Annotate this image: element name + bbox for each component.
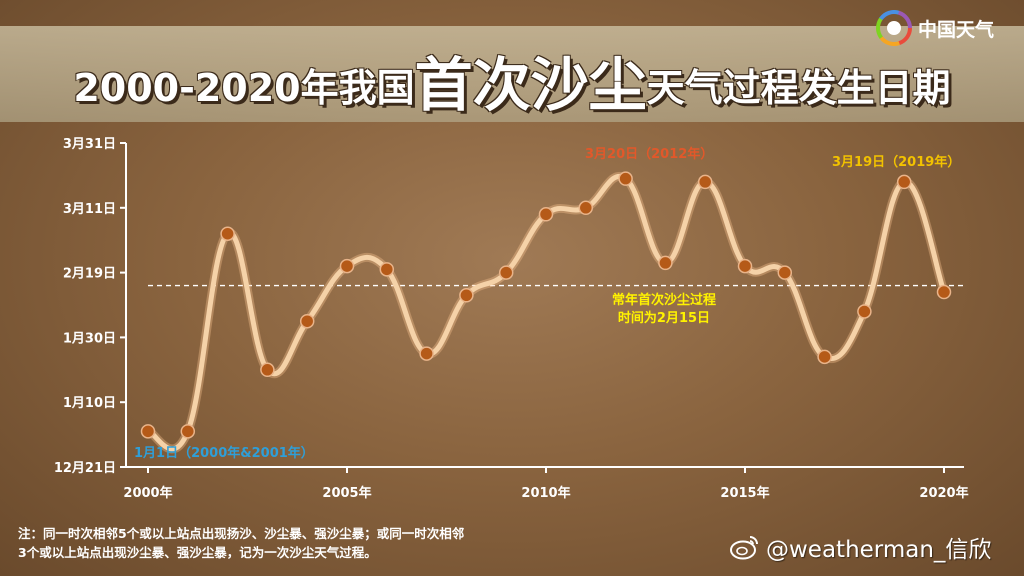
logo-text: 中国天气: [918, 18, 995, 41]
x-tick-label: 2020年: [919, 485, 968, 501]
data-point: [658, 255, 673, 271]
data-point: [777, 265, 793, 280]
footnote-line-2: 3个或以上站点出现沙尘暴、强沙尘暴，记为一次沙尘天气过程。: [18, 545, 377, 560]
y-tick-label: 2月19日: [63, 267, 116, 282]
y-tick-label: 3月11日: [63, 202, 116, 217]
data-point: [260, 362, 275, 378]
data-point: [697, 174, 713, 190]
data-point: [896, 174, 912, 190]
data-point: [498, 265, 514, 280]
data-point: [737, 258, 753, 274]
annotation-normal-line1: 常年首次沙尘过程: [612, 292, 716, 308]
data-point: [538, 207, 554, 222]
ticks: 12月21日 1月10日 1月30日 2月19日 3月11日 3月31日 2000年 2005…: [54, 137, 969, 501]
logo: 中国天气: [876, 10, 994, 46]
data-point: [817, 349, 832, 365]
annotation-normal-line2: 时间为2月15日: [618, 310, 710, 326]
x-tick-label: 2010年: [521, 485, 570, 501]
annotation-max-2012: 3月20日（2012年）: [585, 146, 713, 162]
data-point: [618, 171, 633, 186]
y-tick-label: 3月31日: [63, 137, 116, 152]
footnote-line-1: 注：同一时次相邻5个或以上站点出现扬沙、沙尘暴、强沙尘暴；或同一时次相邻: [18, 526, 465, 541]
y-tick-label: 1月10日: [63, 396, 116, 411]
data-point: [379, 262, 395, 277]
title-part-2: 首次沙尘: [414, 51, 647, 119]
x-tick-label: 2005年: [322, 485, 371, 501]
title-part-1: 2000-2020年我国: [73, 66, 415, 110]
china-weather-swirl-icon: [876, 10, 912, 46]
data-point: [419, 346, 434, 361]
annotation-min: 1月1日（2000年&2001年）: [134, 445, 314, 461]
data-point: [339, 258, 355, 274]
data-point: [140, 424, 156, 439]
title-part-3: 天气过程发生日期: [646, 66, 951, 110]
data-point: [180, 424, 196, 439]
markers: [140, 171, 952, 439]
data-point: [936, 284, 952, 300]
annotation-max-2019: 3月19日（2019年）: [832, 154, 960, 170]
x-tick-label: 2000年: [123, 485, 172, 501]
data-point: [459, 288, 474, 303]
y-tick-label: 1月30日: [63, 331, 116, 346]
data-point: [299, 313, 315, 329]
x-tick-label: 2015年: [720, 485, 769, 501]
y-tick-label: 12月21日: [54, 461, 116, 476]
data-point: [857, 304, 872, 319]
weibo-icon: [730, 536, 758, 560]
footnote: 注：同一时次相邻5个或以上站点出现扬沙、沙尘暴、强沙尘暴；或同一时次相邻 3个或…: [18, 524, 658, 562]
chart-title: 2000-2020年我国首次沙尘天气过程发生日期: [0, 38, 1024, 122]
title-band: [0, 26, 1024, 122]
data-point: [220, 226, 235, 241]
watermark-text: @weatherman_信欣: [766, 537, 992, 563]
data-point: [578, 200, 594, 216]
watermark: @weatherman_信欣: [730, 530, 991, 564]
